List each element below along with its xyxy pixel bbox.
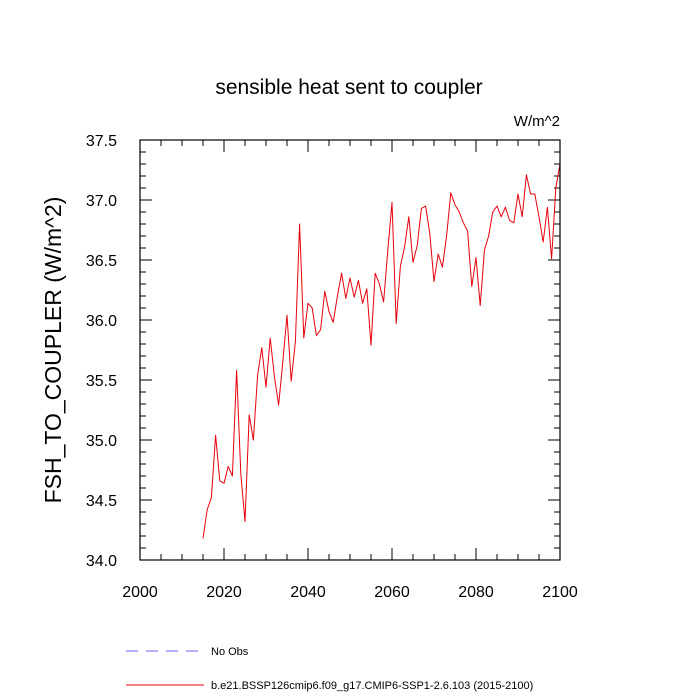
y-axis-label: FSH_TO_COUPLER (W/m^2) [40,197,66,504]
x-tick-label: 2100 [542,584,578,601]
units-label: W/m^2 [514,113,560,130]
y-tick-label: 35.0 [86,433,117,450]
y-tick-label: 34.5 [86,493,117,510]
chart-title: sensible heat sent to coupler [215,76,482,99]
y-tick-label: 36.0 [86,313,117,330]
y-tick-label: 37.0 [86,193,117,210]
plot-frame [139,139,561,561]
legend-label-no-obs: No Obs [211,646,249,658]
y-tick-label: 36.5 [86,253,117,270]
y-tick-label: 34.0 [86,553,117,570]
series-layer [202,163,561,539]
y-tick-label: 35.5 [86,373,117,390]
x-tick-label: 2040 [290,584,326,601]
y-tick-label: 37.5 [86,133,117,150]
x-tick-label: 2060 [374,584,410,601]
x-tick-label: 2000 [122,584,158,601]
series-line-1 [202,163,561,539]
legend-label-model-run: b.e21.BSSP126cmip6.f09_g17.CMIP6-SSP1-2.… [211,680,533,692]
x-tick-label: 2020 [206,584,242,601]
legend: No Obs b.e21.BSSP126cmip6.f09_g17.CMIP6-… [126,646,533,692]
tick-labels: 2000 2020 2040 2060 2080 2100 34.0 34.5 35.0 35.5… [86,133,578,601]
x-tick-label: 2080 [458,584,494,601]
axis-ticks [139,139,561,561]
